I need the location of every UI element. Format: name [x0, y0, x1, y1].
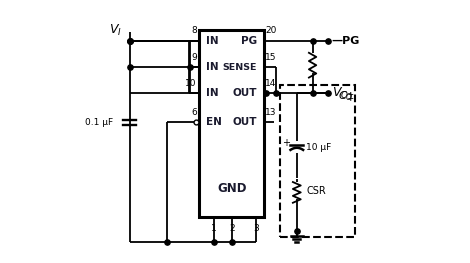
Text: $V_I$: $V_I$	[109, 23, 122, 38]
Text: 20: 20	[265, 26, 277, 35]
Bar	[280, 85, 355, 237]
Bar	[199, 30, 264, 217]
Text: $C_O$: $C_O$	[337, 89, 353, 103]
Text: IN: IN	[206, 62, 219, 72]
Text: 14: 14	[265, 79, 277, 88]
Text: 3: 3	[253, 224, 259, 232]
Text: 2: 2	[229, 224, 235, 232]
Text: IN: IN	[206, 88, 219, 98]
Text: PG: PG	[241, 36, 258, 46]
Text: 8: 8	[192, 26, 197, 35]
Text: 9: 9	[192, 53, 197, 62]
Text: 1: 1	[211, 224, 217, 232]
Text: +: +	[282, 138, 290, 148]
Text: IN: IN	[206, 36, 219, 46]
Text: 13: 13	[265, 108, 277, 117]
Text: SENSE: SENSE	[223, 63, 258, 72]
Text: CSR: CSR	[306, 186, 326, 196]
Text: OUT: OUT	[233, 88, 258, 98]
Text: 10 μF: 10 μF	[306, 143, 331, 152]
Text: GND: GND	[217, 181, 246, 195]
Text: —PG: —PG	[331, 36, 360, 46]
Text: 6: 6	[192, 108, 197, 117]
Text: 0.1 μF: 0.1 μF	[85, 118, 113, 127]
Text: 15: 15	[265, 53, 277, 62]
Text: $V_O$: $V_O$	[331, 86, 349, 101]
Text: ‡: ‡	[348, 91, 353, 101]
Text: OUT: OUT	[233, 117, 258, 127]
Text: EN: EN	[206, 117, 222, 127]
Text: 10: 10	[185, 79, 196, 88]
